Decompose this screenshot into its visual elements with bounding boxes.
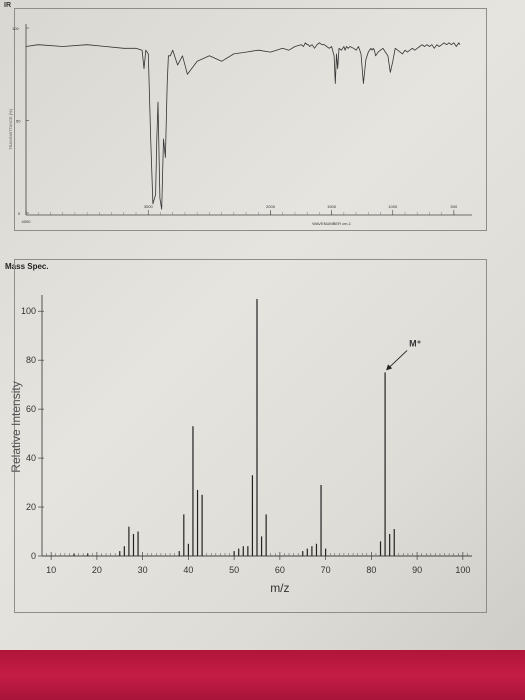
ir-y-axis-label: TRANSMITTANCE [%]	[8, 109, 13, 150]
ms-y-axis-label: Relative Intensity	[9, 381, 23, 472]
ir-x-tick-label: 3000	[144, 204, 154, 209]
ir-x-tick-label: 1000	[388, 204, 398, 209]
ms-y-tick-label: 100	[21, 306, 36, 316]
ir-chart-frame	[14, 8, 487, 231]
ms-y-tick-label: 80	[26, 355, 36, 365]
ms-x-tick-label: 80	[366, 565, 376, 575]
ms-chart-frame	[14, 259, 487, 613]
ir-x-axis-label: WAVENUMBER cm-1	[312, 221, 351, 226]
ms-x-tick-label: 60	[275, 565, 285, 575]
ms-y-tick-label: 40	[26, 453, 36, 463]
ir-x-tick-label: 2000	[266, 204, 276, 209]
ms-x-tick-label: 10	[46, 565, 56, 575]
red-cover	[0, 650, 525, 700]
ir-spectrum-line	[25, 42, 461, 210]
ir-y-tick-label: 50	[16, 119, 21, 124]
ms-annotation-arrowhead	[386, 364, 393, 371]
ir-x-tick-label: 500	[451, 204, 458, 209]
ms-x-tick-label: 50	[229, 565, 239, 575]
paper-sheet	[0, 0, 525, 650]
ms-x-tick-label: 30	[138, 565, 148, 575]
ms-x-tick-label: 40	[183, 565, 193, 575]
ir-y-tick-label: 100	[12, 26, 19, 31]
ms-x-tick-label: 20	[92, 565, 102, 575]
ms-y-tick-label: 60	[26, 404, 36, 414]
ms-annotation-label: M⁺	[409, 338, 421, 348]
ms-x-tick-label: 100	[455, 565, 470, 575]
ir-x-tick-label: 1500	[327, 204, 337, 209]
ir-title: IR	[4, 2, 11, 9]
ms-y-tick-label: 20	[26, 502, 36, 512]
ir-x-tick-label: 4000	[22, 219, 32, 224]
ms-title: Mass Spec.	[5, 262, 49, 271]
ms-annotation-arrow-line	[386, 350, 408, 370]
ms-x-axis-label: m/z	[270, 581, 289, 595]
ms-y-tick-label: 0	[31, 551, 36, 561]
ir-y-tick-label: 0	[18, 211, 21, 216]
ms-x-tick-label: 90	[412, 565, 422, 575]
ms-x-tick-label: 70	[321, 565, 331, 575]
